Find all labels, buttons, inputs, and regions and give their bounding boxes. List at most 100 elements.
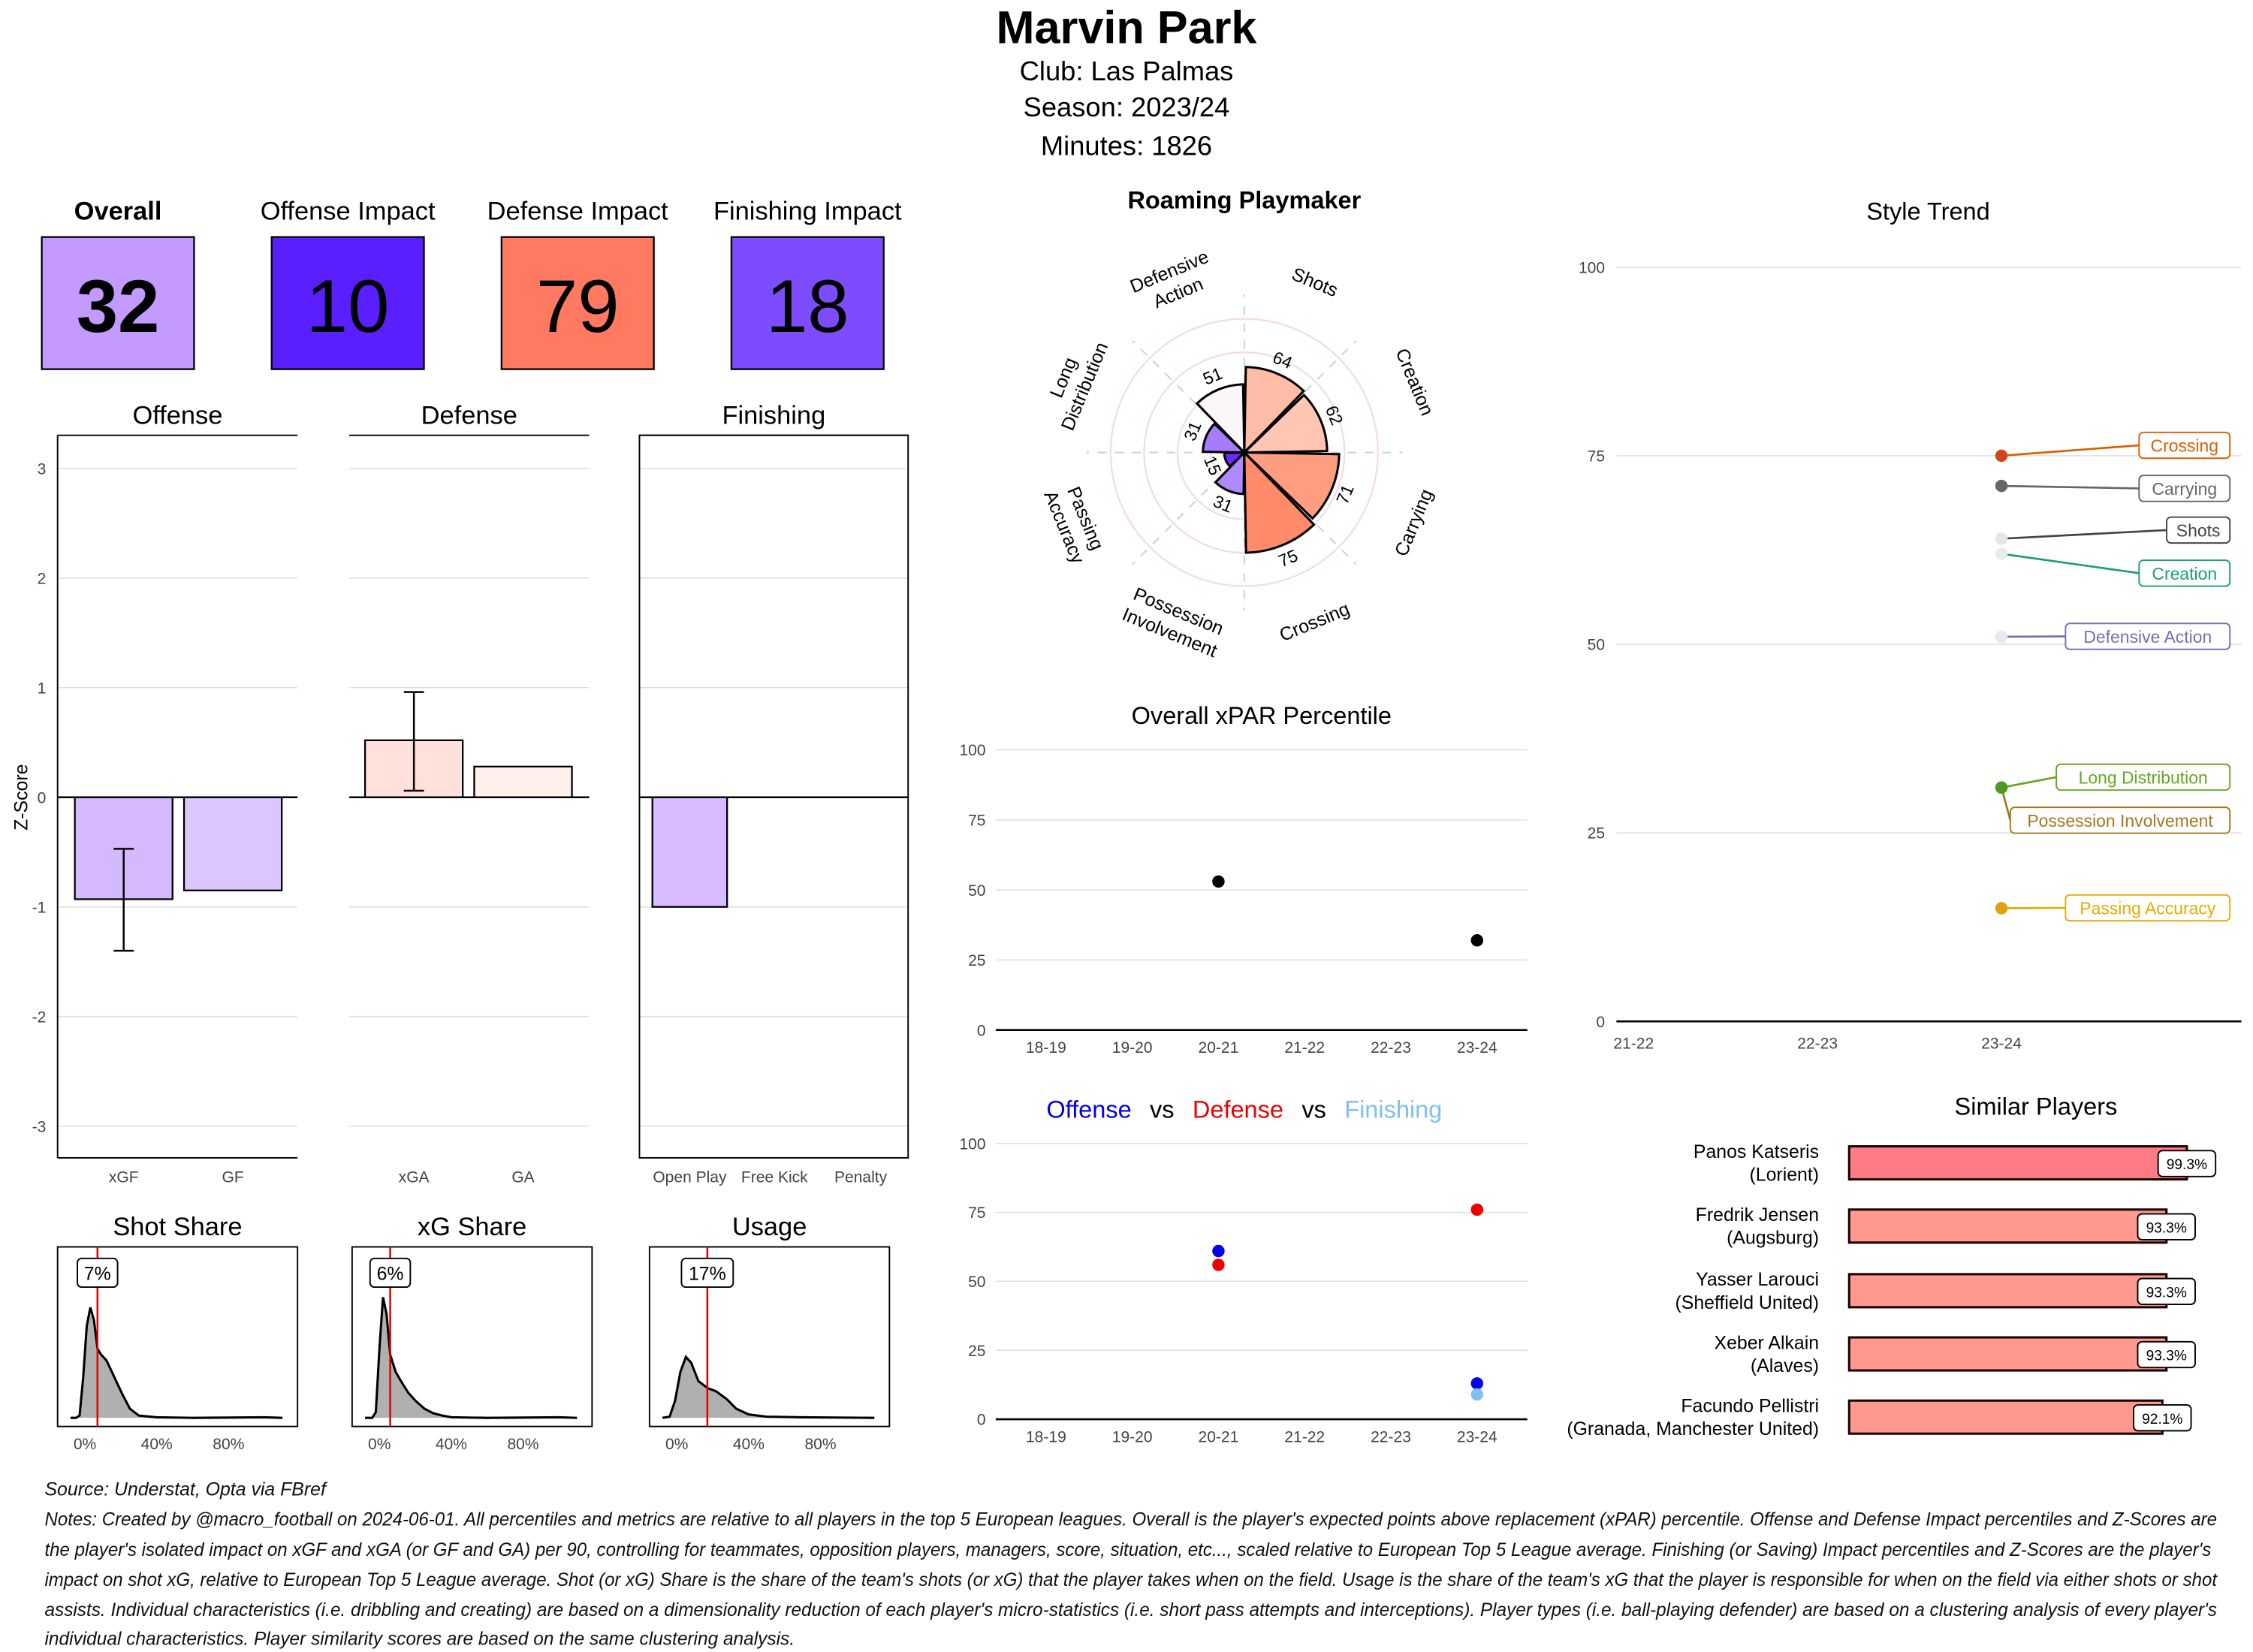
data-point — [1995, 479, 2008, 493]
radar-category-label: PossessionInvolvement — [1119, 583, 1229, 662]
player-name: Fredrik Jensen — [1696, 1204, 1819, 1225]
similarity-label: 93.3% — [2146, 1285, 2187, 1301]
data-point — [1470, 1203, 1484, 1216]
x-tick-label: 22-23 — [1371, 1429, 1411, 1446]
y-tick-label: 75 — [968, 1204, 985, 1222]
notes-line: individual characteristics. Player simil… — [44, 1628, 795, 1649]
similarity-label: 93.3% — [2146, 1220, 2187, 1236]
similarity-label-box — [2157, 1150, 2217, 1177]
similarity-label-box — [2137, 1340, 2196, 1369]
x-tick-label: 80% — [804, 1436, 836, 1453]
y-tick-label: 0 — [1596, 1014, 1605, 1031]
x-tick-label: 21-22 — [1284, 1429, 1325, 1446]
y-tick-label: -2 — [32, 1008, 47, 1026]
y-tick-label: 0 — [977, 1022, 986, 1039]
value-label-box — [77, 1257, 119, 1289]
ovd-title-offense: Offense — [1046, 1096, 1131, 1123]
similar-players-chart: Similar Players Panos Katseris (Lorient) 9… — [1567, 1093, 2217, 1439]
zscore-bar — [473, 765, 573, 798]
series-label-box — [2138, 431, 2231, 460]
ovd-title-defense: Defense — [1193, 1096, 1283, 1123]
density-area — [365, 1297, 578, 1418]
similarity-bar — [1847, 1336, 2168, 1372]
similarity-label-box — [2137, 1213, 2196, 1241]
x-tick-label: 21-22 — [1613, 1036, 1654, 1053]
radar-bar — [1243, 366, 1306, 456]
data-point — [1995, 532, 2008, 545]
radar-category-label: Creation — [1392, 345, 1438, 419]
similarity-label: 99.3% — [2167, 1157, 2207, 1173]
x-tick-label: 23-24 — [1981, 1036, 2022, 1053]
distribution-title: Shot Share — [113, 1213, 242, 1241]
radar-ring — [1143, 351, 1346, 554]
player-team: (Granada, Manchester United) — [1567, 1418, 1819, 1439]
density-area — [70, 1307, 283, 1418]
source-note: Source: Understat, Opta via FBref — [44, 1479, 328, 1500]
x-tick-label: 0% — [665, 1436, 688, 1453]
value-label: 17% — [689, 1264, 726, 1285]
player-name: Facundo Pellistri — [1681, 1396, 1819, 1417]
y-tick-label: 1 — [38, 680, 47, 697]
player-team: (Alaves) — [1751, 1355, 1819, 1376]
x-tick-label: 21-22 — [1284, 1039, 1325, 1057]
series-label: Shots — [2176, 521, 2221, 541]
x-tick-label: GA — [511, 1168, 534, 1186]
xpar-title: Overall xPAR Percentile — [1132, 702, 1392, 729]
radar-ring — [1109, 318, 1379, 587]
series-label-box — [2009, 806, 2231, 834]
y-tick-label: 75 — [968, 812, 985, 830]
series-label: Defensive Action — [2083, 627, 2212, 647]
y-tick-label: 3 — [38, 460, 47, 478]
radar-value-label: 64 — [1270, 348, 1295, 373]
radar-category-label-line: Carrying — [1391, 486, 1437, 559]
similarity-bar — [1847, 1145, 2188, 1181]
notes-line: impact on shot xG, relative to European … — [44, 1569, 2218, 1590]
style-trend-title: Style Trend — [1866, 198, 1989, 225]
similarity-bar — [1847, 1399, 2164, 1435]
y-tick-label: -1 — [32, 899, 47, 916]
y-tick-label: 2 — [38, 570, 47, 587]
player-team: (Augsburg) — [1727, 1228, 1819, 1249]
x-tick-label: 19-20 — [1112, 1039, 1153, 1057]
offense-defense-finishing-chart: Offense vs Defense vs Finishing 100 75 50 2… — [959, 1096, 1528, 1446]
similarity-label-box — [2137, 1277, 2196, 1305]
ovd-title-finishing: Finishing — [1344, 1096, 1442, 1123]
radar-category-label-line: Creation — [1392, 345, 1438, 419]
series-label-box — [2166, 516, 2231, 544]
radar-value-label: 75 — [1275, 545, 1301, 571]
x-tick-label: xGA — [399, 1168, 430, 1186]
y-axis-label: Z-Score — [11, 764, 32, 831]
radar-ring — [1176, 384, 1312, 520]
impact-value: 10 — [306, 265, 390, 348]
distribution-charts: Shot Share 7% 0% 40% 80% xG Share 6% 0% 40% 80% Us… — [56, 1213, 891, 1453]
series-label: Carrying — [2152, 479, 2217, 499]
radar-bar — [1202, 422, 1247, 454]
similarity-bar — [1847, 1273, 2168, 1309]
radar-category-label: DefensiveAction — [1127, 246, 1221, 318]
x-tick-label: 22-23 — [1371, 1039, 1411, 1057]
radar-value-label: 31 — [1180, 418, 1205, 444]
x-tick-label: 20-21 — [1199, 1429, 1239, 1446]
impact-label: Defense Impact — [487, 197, 669, 226]
zscore-chart: Z-Score 3 2 1 0 -1 -2 -3 Offense xGF GF Defense xGA G… — [11, 401, 909, 1186]
value-label-box — [369, 1257, 412, 1289]
radar-category-label: Carrying — [1391, 486, 1437, 559]
player-name: Xeber Alkain — [1714, 1332, 1819, 1353]
minutes: Minutes: 1826 — [1041, 131, 1212, 161]
series-label: Crossing — [2151, 436, 2219, 456]
label-leader-line — [2001, 553, 2140, 574]
y-tick-label: 100 — [959, 742, 985, 759]
y-tick-label: 50 — [1588, 637, 1605, 654]
y-tick-label: 50 — [968, 1274, 985, 1291]
radar-category-label: Shots — [1289, 264, 1341, 301]
x-tick-label: Open Play — [653, 1168, 727, 1186]
similarity-label-box — [2133, 1404, 2192, 1432]
radar-value-label: 71 — [1332, 481, 1358, 507]
radar-category-label: PassingAccuracy — [1039, 479, 1109, 567]
x-tick-label: 40% — [141, 1436, 173, 1453]
data-point — [1470, 1377, 1484, 1390]
radar-bar — [1214, 449, 1246, 496]
radar-value-label: 62 — [1322, 402, 1347, 428]
radar-category-label-line: Shots — [1289, 264, 1341, 301]
panel-title: Finishing — [722, 401, 825, 430]
